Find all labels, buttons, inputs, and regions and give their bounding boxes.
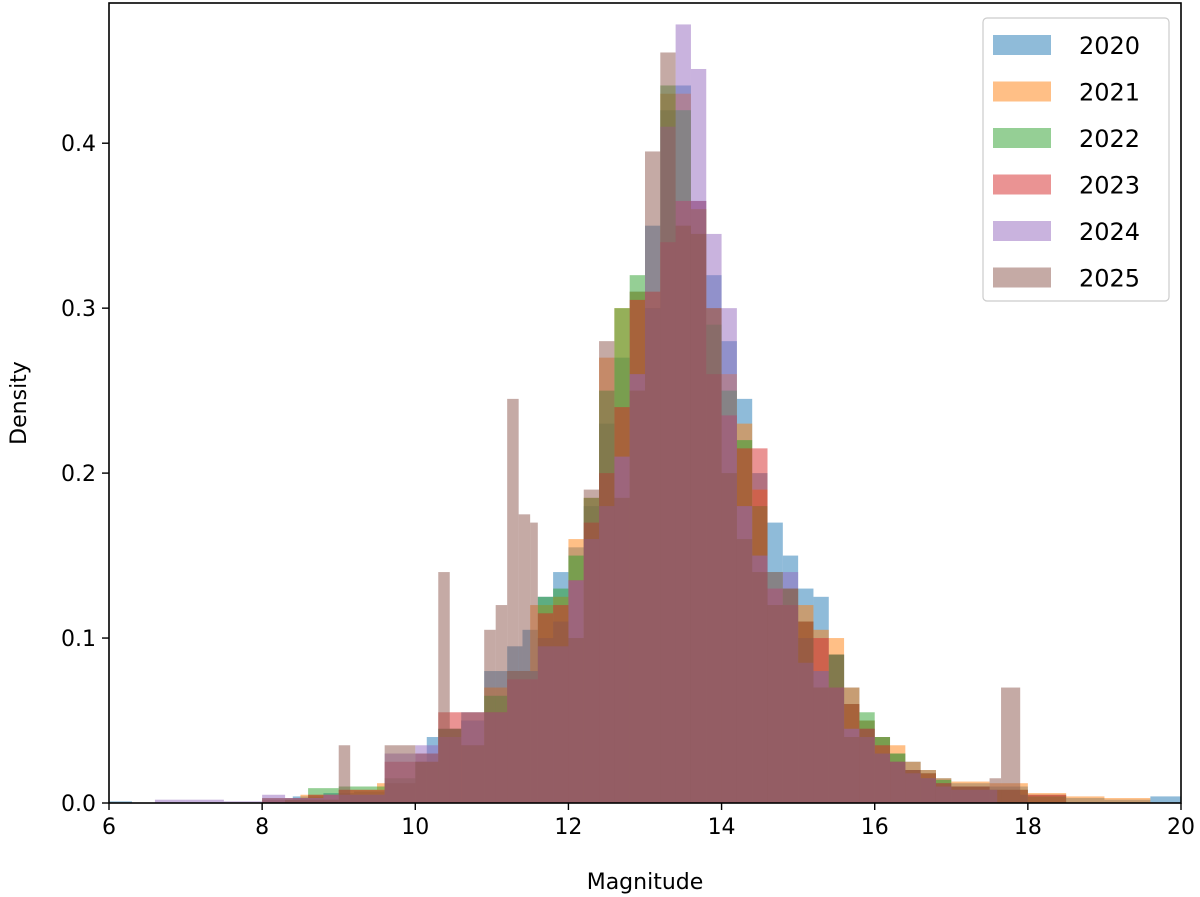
legend-swatch [993,267,1051,288]
y-tick-label: 0.4 [61,132,96,157]
bar [935,783,952,803]
series-2025 [285,52,1028,804]
bar [1066,796,1105,803]
bar [660,52,676,804]
bar [461,745,485,803]
bar [736,539,753,803]
bar [1020,794,1028,803]
bar [518,514,531,803]
bar [185,799,224,803]
bar [890,761,906,803]
bar [798,638,814,803]
bar [507,398,519,803]
bar [767,605,783,803]
plot-frame [108,2,1182,804]
bar [1027,794,1067,803]
bar [813,687,829,803]
legend-swatch [993,81,1051,102]
bar [285,799,339,803]
bar [1150,796,1181,803]
bar [537,638,554,803]
legend-box [982,17,1170,302]
legend-item-2023: 2023 [993,172,1140,200]
y-tick-label: 0.0 [61,792,96,817]
x-tick-label: 8 [255,815,269,840]
x-tick-label: 18 [1014,815,1042,840]
bar [495,605,508,803]
bar [706,308,722,803]
bar [721,473,737,803]
bar [553,621,569,803]
bar [415,761,439,803]
y-tick-label: 0.2 [61,462,96,487]
bar [951,786,990,803]
bar [583,489,600,803]
x-axis-label: Magnitude [587,870,704,895]
bar [568,638,584,803]
legend-swatch [993,174,1051,195]
bar [782,588,799,803]
legend-item-2025: 2025 [993,265,1140,293]
x-tick-label: 20 [1167,815,1195,840]
x-tick-label: 6 [102,815,116,840]
bar [350,794,385,803]
x-tick-label: 12 [554,815,582,840]
bar [828,654,845,803]
legend-label: 2021 [1079,79,1140,107]
legend-label: 2025 [1079,265,1140,293]
bar [384,745,416,803]
bars-layer [109,24,1181,804]
x-tick-label: 10 [401,815,429,840]
bar [844,737,860,803]
legend: 2020 2021 2022 2023 2024 2025 [982,17,1170,302]
legend-swatch [993,128,1051,148]
y-tick-label: 0.1 [61,627,96,652]
bar [1104,798,1151,803]
bar [614,497,630,803]
legend-item-2020: 2020 [993,32,1140,60]
y-axis-ticks: 0.0 0.1 0.2 0.3 0.4 [61,132,109,817]
legend-item-2021: 2021 [993,79,1140,107]
legend-item-2022: 2022 [993,125,1140,153]
bar [338,745,351,803]
bar [154,799,186,803]
bar [223,801,263,803]
legend-label: 2024 [1079,218,1140,246]
legend-swatch [993,221,1051,241]
bar [989,778,1002,803]
legend-label: 2020 [1079,32,1140,60]
x-tick-label: 14 [708,815,736,840]
legend-label: 2023 [1079,172,1140,200]
legend-swatch [993,35,1051,55]
bar [109,801,132,803]
bar [262,794,286,803]
bar [530,522,538,803]
bar [645,151,661,803]
x-tick-label: 16 [861,815,889,840]
bar [920,778,936,803]
bar [438,572,450,803]
bar [599,341,615,803]
bar [449,728,462,803]
y-axis-label: Density [7,361,32,445]
y-tick-label: 0.3 [61,297,96,322]
bar [859,728,875,803]
bar [690,233,707,803]
x-axis-ticks: 6 8 10 12 14 16 18 20 [102,803,1195,840]
bar [1001,687,1021,803]
bar [675,225,691,803]
bar [484,629,496,803]
bar [629,390,645,803]
legend-label: 2022 [1079,125,1140,153]
bar [752,572,768,803]
legend-item-2024: 2024 [993,218,1140,246]
bar [874,753,891,803]
bar [905,770,921,803]
